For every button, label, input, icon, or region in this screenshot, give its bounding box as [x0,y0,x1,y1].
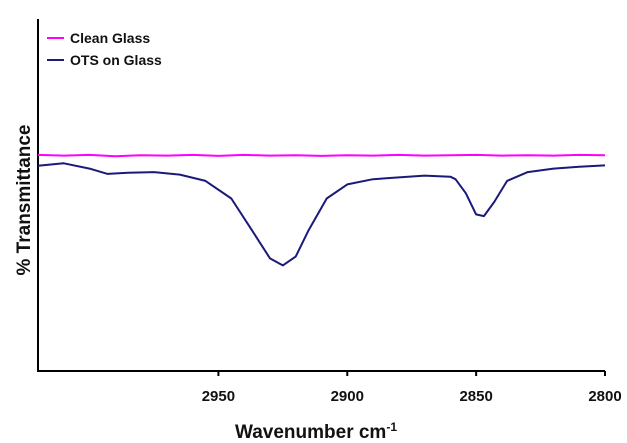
x-tick-label-2950: 2950 [202,388,235,405]
x-axis-title-superscript: -1 [386,420,397,434]
y-axis-title: % Transmittance [14,125,35,276]
legend: Clean Glass OTS on Glass [47,30,162,68]
x-axis-title: Wavenumber cm-1 [235,420,397,443]
x-axis-title-text: Wavenumber cm [235,422,386,443]
x-tick-label-2900: 2900 [331,388,364,405]
series-line-clean-glass [37,153,606,158]
x-tick-label-2800: 2800 [588,388,621,405]
x-axis-ticks [217,371,606,376]
legend-label-ots-on-glass: OTS on Glass [70,52,162,68]
legend-label-clean-glass: Clean Glass [70,30,150,46]
x-tick-label-2850: 2850 [459,388,492,405]
series-lines [37,153,606,267]
series-line-ots-on-glass [37,162,606,267]
x-axis-tick-labels: 2950 2900 2850 2800 [202,388,622,405]
plot-area: 2950 2900 2850 2800 [37,19,622,405]
